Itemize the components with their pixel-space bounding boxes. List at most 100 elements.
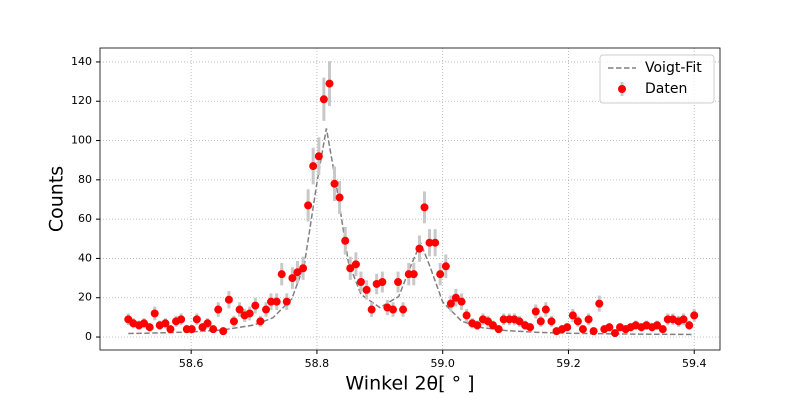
- legend-swatch: [618, 85, 626, 93]
- data-point: [515, 317, 524, 326]
- data-point: [299, 264, 308, 273]
- data-point: [367, 305, 376, 314]
- data-point: [319, 95, 328, 104]
- data-point: [489, 321, 498, 330]
- data-point: [209, 325, 218, 334]
- data-point: [325, 79, 334, 88]
- data-point: [568, 311, 577, 320]
- data-point: [235, 305, 244, 314]
- y-tick-label: 0: [85, 330, 92, 343]
- data-point: [288, 274, 297, 283]
- data-point: [314, 152, 323, 161]
- fit-line: [128, 128, 695, 336]
- data-point: [192, 315, 201, 324]
- data-point: [166, 325, 175, 334]
- data-point: [187, 325, 196, 334]
- data-point: [341, 236, 350, 245]
- data-point: [214, 305, 223, 314]
- data-point: [262, 305, 271, 314]
- data-point: [378, 278, 387, 287]
- data-point: [251, 301, 260, 310]
- data-point: [267, 297, 276, 306]
- data-point: [362, 285, 371, 294]
- data-point: [451, 293, 460, 302]
- data-point: [425, 238, 434, 247]
- data-point: [161, 319, 170, 328]
- data-point: [541, 305, 550, 314]
- data-point: [610, 329, 619, 338]
- legend-box: [599, 54, 715, 104]
- y-axis-label: Counts: [46, 166, 68, 232]
- data-point: [573, 317, 582, 326]
- plot-frame: [99, 47, 721, 351]
- x-tick-label: 58.6: [179, 357, 204, 370]
- data-point: [420, 203, 429, 212]
- data-point: [441, 262, 450, 271]
- data-point: [563, 323, 572, 332]
- data-point: [399, 305, 408, 314]
- data-point: [304, 201, 313, 210]
- data-point: [389, 305, 398, 314]
- x-tick-label: 59.4: [682, 357, 707, 370]
- data-point: [589, 327, 598, 336]
- x-tick-label: 59.2: [556, 357, 581, 370]
- data-point: [356, 278, 365, 287]
- y-tick-label: 80: [78, 173, 92, 186]
- data-point: [578, 325, 587, 334]
- legend-label: Daten: [645, 81, 687, 97]
- data-point: [457, 297, 466, 306]
- y-tick-label: 40: [78, 251, 92, 264]
- data-point: [330, 179, 339, 188]
- data-point: [595, 299, 604, 308]
- y-tick-label: 100: [71, 134, 92, 147]
- data-point: [690, 311, 699, 320]
- data-point: [219, 327, 228, 336]
- data-point: [605, 323, 614, 332]
- data-point: [346, 264, 355, 273]
- data-point: [526, 323, 535, 332]
- data-point: [658, 325, 667, 334]
- data-point: [462, 311, 471, 320]
- data-point: [309, 162, 318, 171]
- data-point: [224, 295, 233, 304]
- data-point: [584, 315, 593, 324]
- data-point: [335, 193, 344, 202]
- data-point: [499, 315, 508, 324]
- data-point: [473, 321, 482, 330]
- data-point: [229, 317, 238, 326]
- data-point: [431, 238, 440, 247]
- data-point: [203, 319, 212, 328]
- data-point: [145, 323, 154, 332]
- data-point: [351, 260, 360, 269]
- data-point: [653, 321, 662, 330]
- y-tick-label: 20: [78, 291, 92, 304]
- data-point: [685, 321, 694, 330]
- data-point: [415, 244, 424, 253]
- y-tick-label: 60: [78, 212, 92, 225]
- y-tick-label: 140: [71, 55, 92, 68]
- data-point: [409, 270, 418, 279]
- data-point: [679, 315, 688, 324]
- data-point: [277, 270, 286, 279]
- data-point: [150, 309, 159, 318]
- data-point: [531, 307, 540, 316]
- x-tick-label: 58.8: [305, 357, 330, 370]
- x-axis-label: Winkel 2θ[ ° ]: [345, 373, 474, 395]
- x-tick-label: 59.0: [430, 357, 455, 370]
- legend-label: Voigt-Fit: [645, 60, 702, 76]
- data-point: [436, 270, 445, 279]
- data-point: [140, 319, 149, 328]
- data-point: [446, 299, 455, 308]
- data-point: [256, 317, 265, 326]
- data-point: [536, 317, 545, 326]
- data-point: [547, 317, 556, 326]
- data-point: [177, 315, 186, 324]
- y-tick-label: 120: [71, 94, 92, 107]
- data-point: [245, 309, 254, 318]
- data-point: [293, 268, 302, 277]
- data-point: [272, 297, 281, 306]
- data-point: [282, 297, 291, 306]
- data-point: [494, 325, 503, 334]
